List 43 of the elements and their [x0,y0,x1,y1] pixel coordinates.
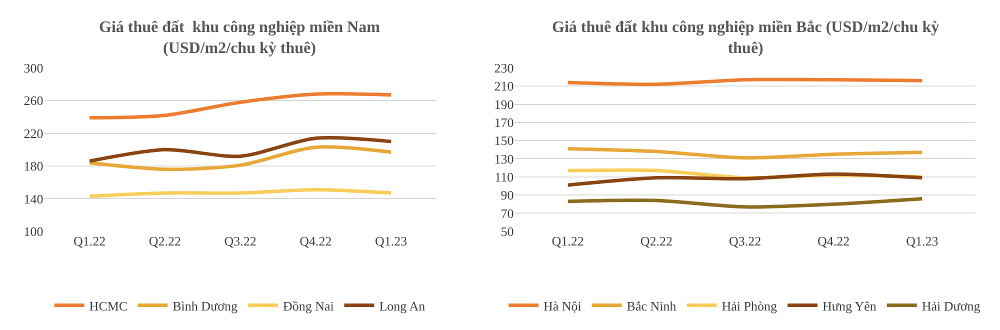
y-tick-label: 50 [500,224,514,239]
y-tick-label: 220 [24,126,44,141]
x-tick-label: Q3.22 [224,233,256,248]
legend-label: Bình Dương [172,298,238,314]
legend-label: Hải Dương [922,298,981,314]
y-tick-label: 210 [494,78,514,94]
line-series [566,196,924,209]
y-tick-label: 260 [24,93,44,108]
y-tick-label: 90 [500,188,514,203]
legend-label: Hải Phòng [722,298,778,314]
legend-label: Đồng Nai [282,298,334,314]
line-series [88,92,393,120]
y-tick-label: 150 [494,133,514,148]
y-tick-label: 230 [494,60,514,76]
y-tick-label: 300 [24,60,44,76]
y-tick-label: 130 [494,151,514,166]
legend-label: Hà Nội [544,298,582,314]
x-tick-label: Q1.23 [906,233,938,248]
x-tick-label: Q1.23 [375,233,408,248]
x-tick-label: Q1.22 [73,233,106,248]
x-tick-label: Q4.22 [300,233,332,248]
y-tick-label: 140 [24,191,44,206]
x-tick-label: Q4.22 [818,233,850,248]
line-series [566,172,924,187]
y-tick-label: 190 [494,96,514,112]
line-series [88,136,393,163]
x-tick-label: Q2.22 [640,233,672,248]
legend-label: Bắc Ninh [626,298,677,314]
y-tick-label: 100 [24,224,44,239]
y-tick-label: 180 [24,158,44,174]
y-tick-label: 170 [494,114,514,130]
line-series [88,145,393,172]
legend-label: HCMC [89,298,128,314]
chart-title: Giá thuê đất khu công nghiệp miền Bắc (USD/m2/chu kỳ thuê) [552,19,940,57]
y-tick-label: 70 [500,206,514,221]
line-series [566,147,924,160]
chart-title: Giá thuê đất khu công nghiệp miền Nam (USD/m2/chu kỳ thuê) [99,19,381,57]
y-tick-label: 110 [494,169,514,184]
x-tick-label: Q1.22 [552,233,584,248]
legend-label: Long An [379,298,426,314]
x-tick-label: Q3.22 [728,233,762,248]
legend-label: Hưng Yên [822,298,877,314]
x-tick-label: Q2.22 [148,233,181,248]
